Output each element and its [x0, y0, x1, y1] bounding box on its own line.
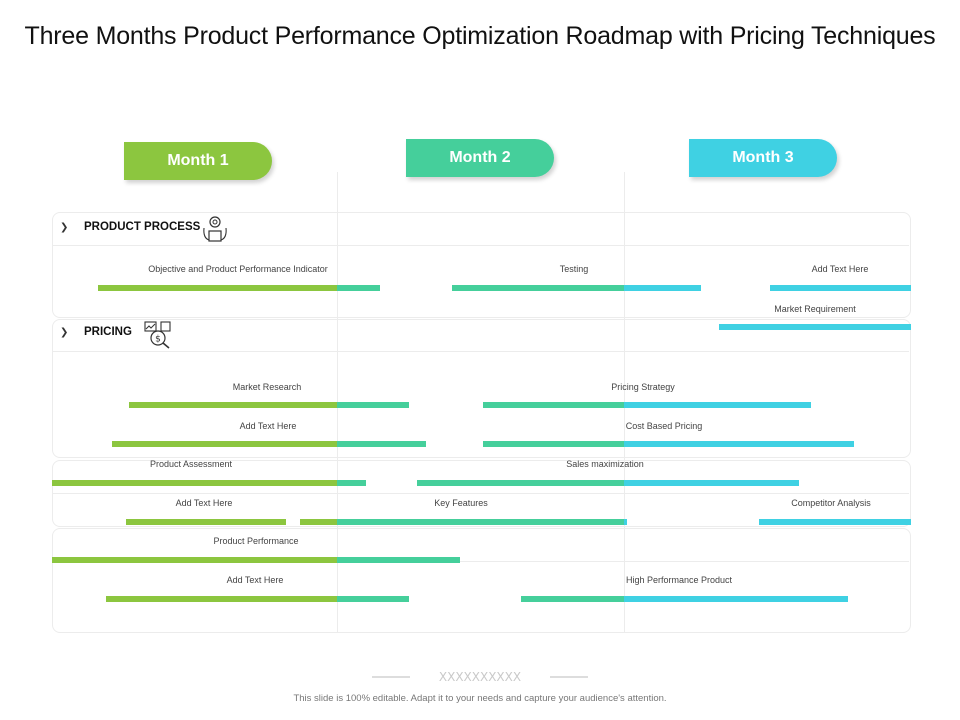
dollar-chart-icon: $ [144, 321, 171, 349]
svg-text:$: $ [155, 335, 161, 345]
task-bar [624, 596, 848, 602]
task-bar [106, 596, 337, 602]
section-label: PRICING [84, 326, 132, 338]
task-label: Product Performance [213, 536, 299, 546]
chevron-down-icon[interactable]: ❯ [60, 326, 69, 338]
task-bar [337, 557, 461, 563]
group-panel [52, 528, 911, 633]
task-label: Competitor Analysis [791, 498, 871, 508]
month-3-label: Month 3 [732, 149, 794, 166]
task-label: Pricing Strategy [611, 382, 675, 392]
task-bar [111, 441, 337, 447]
task-bar [520, 596, 624, 602]
section-pricing[interactable]: ❯ PRICING [60, 326, 132, 338]
row-divider [52, 245, 909, 246]
footer-note: This slide is 100% editable. Adapt it to… [293, 693, 667, 704]
month-1-label: Month 1 [167, 152, 229, 169]
task-label: Testing [559, 264, 589, 274]
task-bar [299, 519, 337, 525]
task-bar [337, 519, 624, 525]
task-bar [624, 285, 702, 291]
task-bar [337, 480, 366, 486]
task-label: Add Text Here [239, 421, 297, 431]
task-bar [52, 480, 337, 486]
task-bar [758, 519, 911, 525]
task-bar [624, 480, 800, 486]
task-bar [337, 402, 409, 408]
task-bar [770, 285, 911, 291]
month-2-header: Month 2 [406, 139, 554, 177]
task-bar [128, 402, 337, 408]
task-label: Objective and Product Performance Indica… [148, 264, 328, 274]
task-bar [624, 402, 811, 408]
row-divider [52, 561, 909, 562]
gear-box-icon [203, 216, 227, 242]
task-bar [483, 402, 624, 408]
section-label: PRODUCT PROCESS [84, 221, 201, 233]
task-bar [451, 285, 624, 291]
product-process-panel [52, 212, 911, 318]
task-label: Market Requirement [774, 304, 856, 314]
task-bar [718, 324, 911, 330]
page-title: Three Months Product Performance Optimiz… [24, 22, 936, 50]
pricing-panel [52, 319, 911, 458]
task-label: Cost Based Pricing [625, 421, 703, 431]
task-bar [97, 285, 337, 291]
month-2-label: Month 2 [449, 149, 511, 166]
task-bar [337, 596, 409, 602]
section-product-process[interactable]: ❯ PRODUCT PROCESS [60, 221, 200, 233]
task-label: Product Assessment [149, 459, 233, 469]
task-label: Add Text Here [175, 498, 233, 508]
task-bar [52, 557, 337, 563]
task-bar [417, 480, 624, 486]
chevron-down-icon[interactable]: ❯ [60, 221, 69, 233]
task-label: Add Text Here [811, 264, 869, 274]
task-label: Add Text Here [226, 575, 284, 585]
task-bar [126, 519, 286, 525]
row-divider [52, 493, 909, 494]
footer-decoration-text: XXXXXXXXXX [439, 670, 521, 684]
task-label: Sales maximization [566, 459, 644, 469]
task-bar [337, 285, 381, 291]
footer-decoration: XXXXXXXXXX [372, 670, 588, 684]
task-bar [483, 441, 624, 447]
row-divider [52, 351, 909, 352]
task-bar [624, 519, 627, 525]
month-1-header: Month 1 [124, 142, 272, 180]
task-bar [624, 441, 854, 447]
task-label: High Performance Product [625, 575, 733, 585]
task-bar [337, 441, 426, 447]
task-label: Key Features [434, 498, 488, 508]
month-3-header: Month 3 [689, 139, 837, 177]
task-label: Market Research [232, 382, 302, 392]
